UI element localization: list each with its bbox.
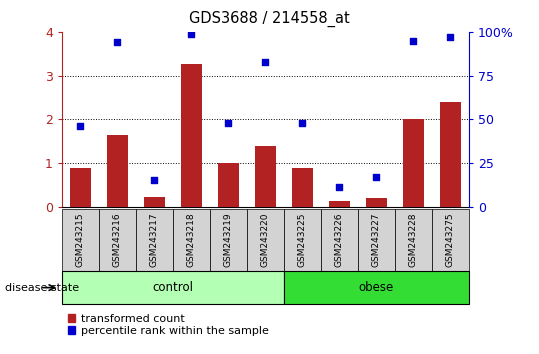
- Text: GSM243228: GSM243228: [409, 213, 418, 267]
- Text: GSM243220: GSM243220: [261, 213, 270, 267]
- Point: [335, 184, 344, 190]
- Text: GSM243226: GSM243226: [335, 213, 344, 267]
- Text: GSM243225: GSM243225: [298, 213, 307, 267]
- Text: control: control: [153, 281, 194, 294]
- FancyBboxPatch shape: [284, 209, 321, 271]
- Text: obese: obese: [359, 281, 394, 294]
- FancyBboxPatch shape: [62, 271, 284, 304]
- Point: [409, 38, 418, 44]
- Text: GSM243215: GSM243215: [76, 212, 85, 267]
- Bar: [440, 102, 461, 207]
- Point: [446, 34, 455, 40]
- Point: [372, 175, 381, 180]
- Point: [298, 120, 307, 126]
- Text: GSM243227: GSM243227: [372, 213, 381, 267]
- Bar: [403, 120, 424, 207]
- Point: [150, 177, 159, 183]
- Text: GSM243219: GSM243219: [224, 212, 233, 267]
- Bar: [70, 168, 91, 207]
- Point: [113, 40, 122, 45]
- FancyBboxPatch shape: [62, 209, 99, 271]
- Bar: [107, 135, 128, 207]
- Text: GSM243216: GSM243216: [113, 212, 122, 267]
- FancyBboxPatch shape: [173, 209, 210, 271]
- Point: [76, 124, 85, 129]
- FancyBboxPatch shape: [247, 209, 284, 271]
- Point: [187, 32, 196, 37]
- FancyBboxPatch shape: [99, 209, 136, 271]
- Point: [224, 120, 233, 126]
- FancyBboxPatch shape: [358, 209, 395, 271]
- Bar: [292, 168, 313, 207]
- FancyBboxPatch shape: [210, 209, 247, 271]
- FancyBboxPatch shape: [395, 209, 432, 271]
- Bar: [181, 64, 202, 207]
- FancyBboxPatch shape: [321, 209, 358, 271]
- Legend: transformed count, percentile rank within the sample: transformed count, percentile rank withi…: [67, 314, 269, 336]
- Text: GDS3688 / 214558_at: GDS3688 / 214558_at: [189, 11, 350, 27]
- Bar: [218, 163, 239, 207]
- Text: GSM243218: GSM243218: [187, 212, 196, 267]
- Bar: [367, 198, 386, 207]
- Bar: [329, 200, 350, 207]
- FancyBboxPatch shape: [284, 271, 469, 304]
- Point: [261, 59, 270, 64]
- Text: GSM243217: GSM243217: [150, 212, 159, 267]
- Text: GSM243275: GSM243275: [446, 212, 455, 267]
- FancyBboxPatch shape: [432, 209, 469, 271]
- Text: disease state: disease state: [5, 282, 80, 293]
- Bar: [255, 146, 275, 207]
- Bar: [144, 198, 164, 207]
- FancyBboxPatch shape: [136, 209, 173, 271]
